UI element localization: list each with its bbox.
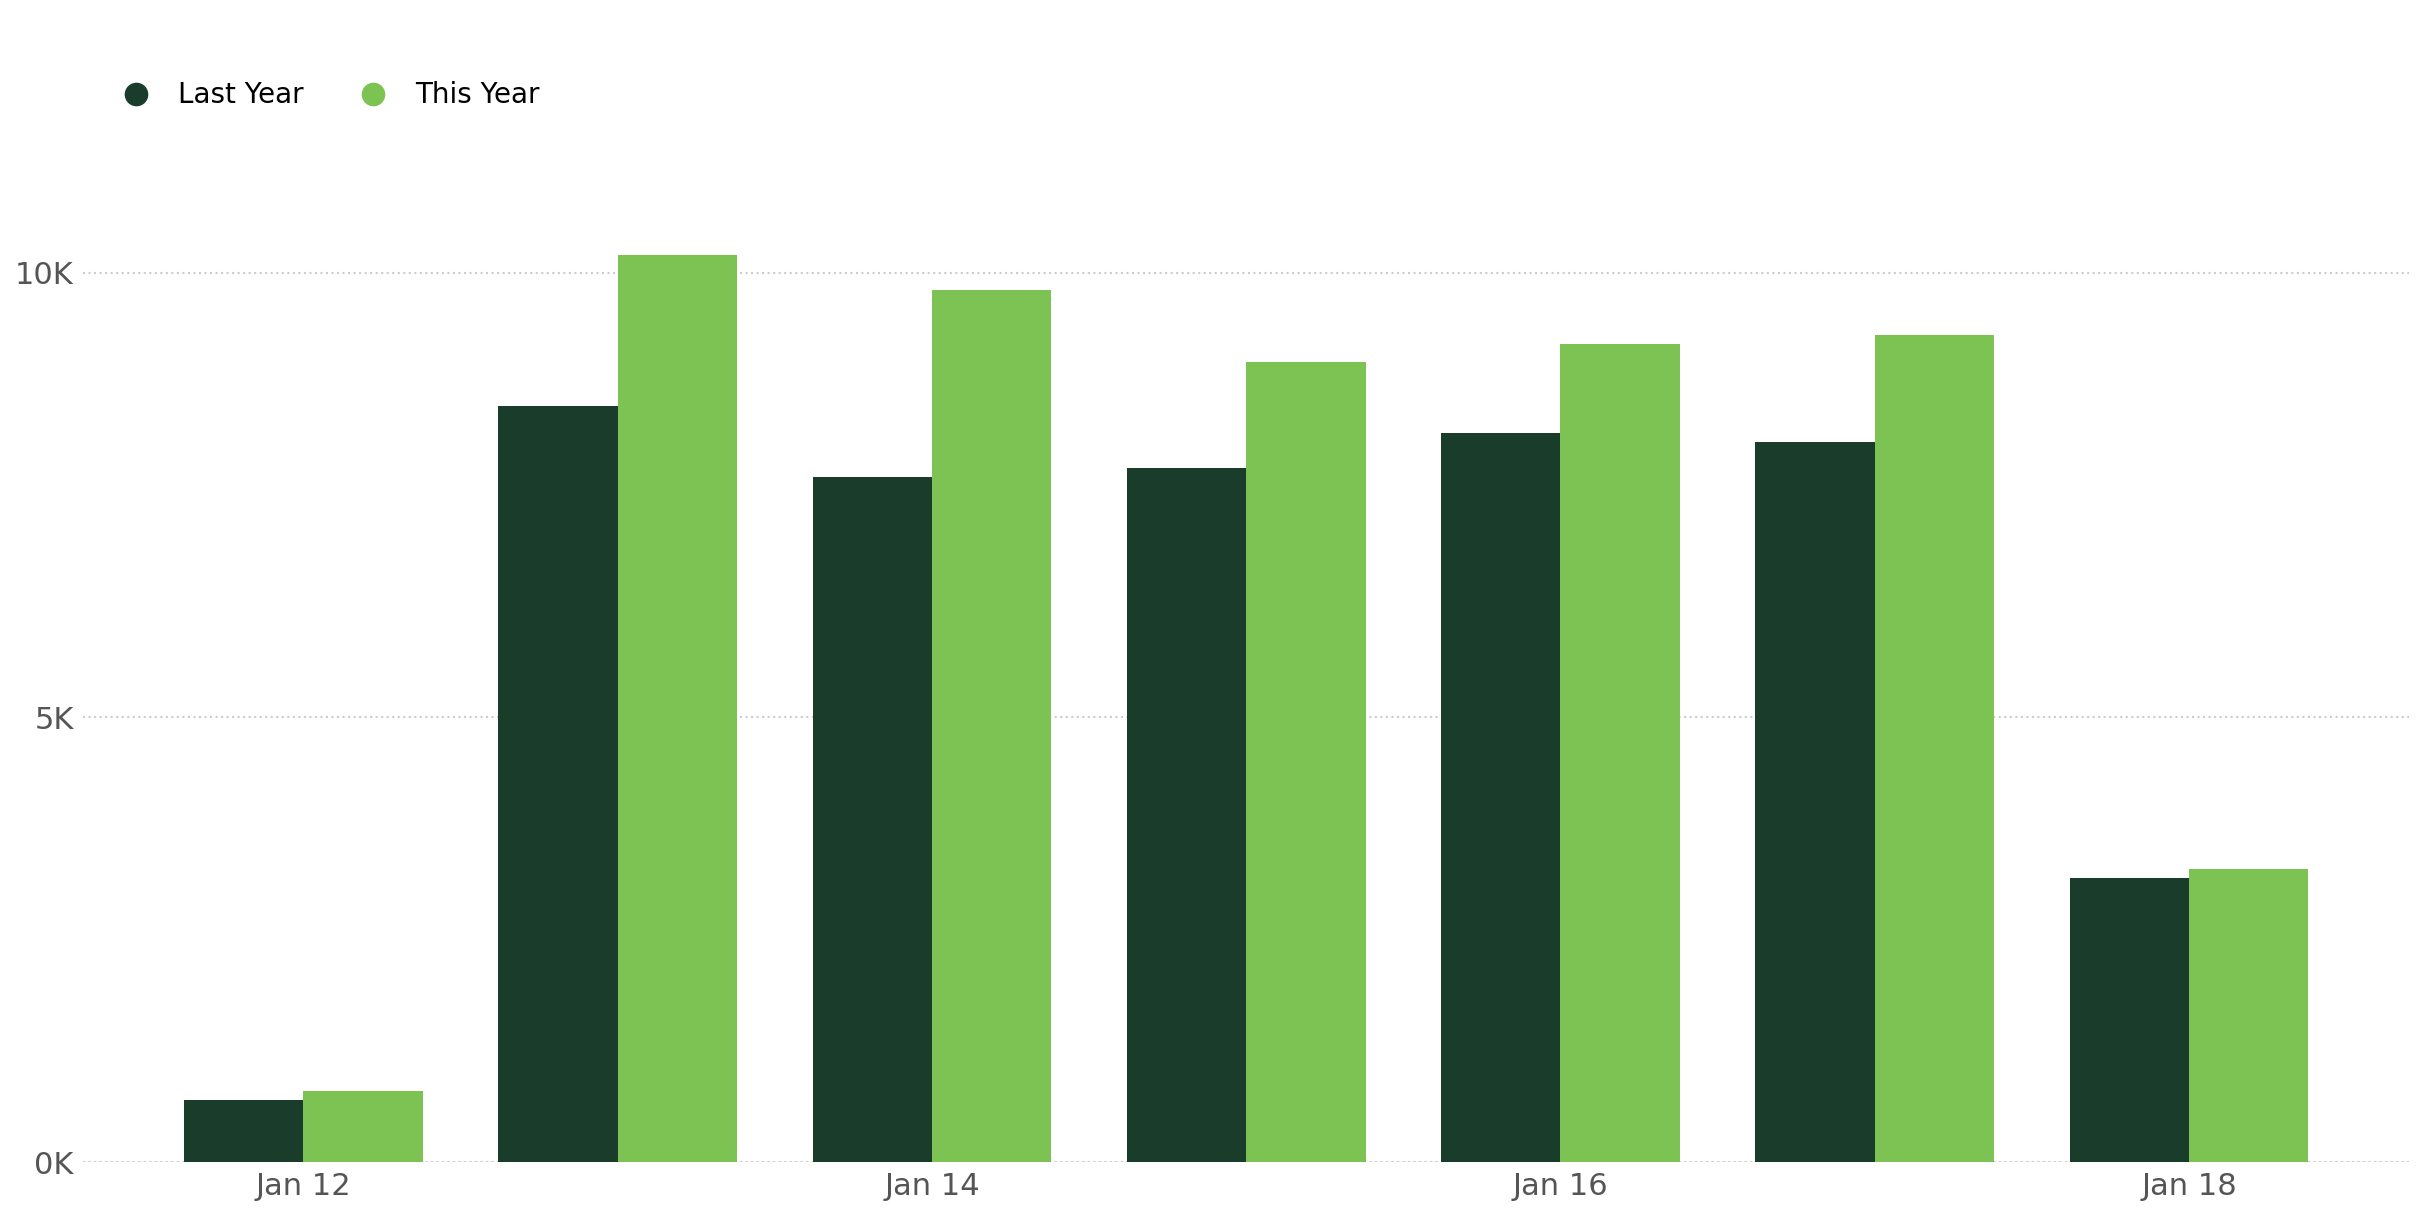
Bar (1442, 433, 1561, 1162)
Bar (931, 291, 1052, 1162)
Bar (303, 1091, 422, 1162)
Bar (2070, 878, 2189, 1162)
Bar (618, 255, 737, 1162)
Bar (1755, 441, 1874, 1162)
Bar (1127, 468, 1246, 1162)
Bar (184, 1100, 303, 1162)
Bar (812, 477, 931, 1162)
Legend: Last Year, This Year: Last Year, This Year (97, 71, 550, 120)
Bar (1561, 344, 1680, 1162)
Bar (1246, 361, 1365, 1162)
Bar (499, 406, 618, 1162)
Bar (1874, 334, 1995, 1162)
Bar (2189, 868, 2308, 1162)
